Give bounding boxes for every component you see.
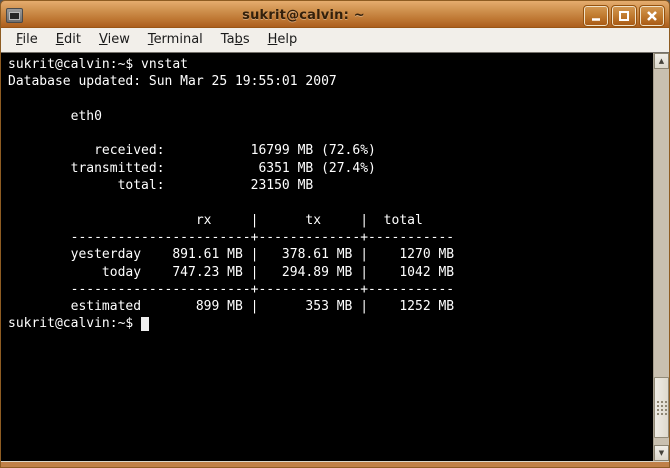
- terminal-app-icon: [6, 8, 23, 23]
- window-title: sukrit@calvin: ~: [242, 8, 365, 23]
- scrollbar-track[interactable]: [654, 69, 669, 445]
- window-controls: [583, 4, 665, 27]
- prompt-line: sukrit@calvin:~$: [8, 315, 653, 332]
- minimize-icon: [592, 17, 600, 21]
- terminal-output: sukrit@calvin:~$ vnstat Database updated…: [8, 57, 455, 315]
- terminal-app-icon-screen: [9, 11, 20, 20]
- scroll-down-button[interactable]: ▼: [654, 445, 669, 461]
- menu-help[interactable]: Help: [267, 32, 298, 47]
- arrow-down-icon: ▼: [658, 449, 665, 457]
- close-button[interactable]: [639, 4, 665, 27]
- maximize-button[interactable]: [611, 4, 637, 27]
- maximize-icon: [619, 10, 629, 21]
- scrollbar-thumb[interactable]: [654, 377, 669, 438]
- terminal-cursor: [141, 317, 150, 332]
- terminal-screen[interactable]: sukrit@calvin:~$ vnstat Database updated…: [1, 53, 653, 461]
- shell-prompt: sukrit@calvin:~$: [8, 316, 134, 332]
- menu-view[interactable]: View: [98, 32, 130, 47]
- vertical-scrollbar[interactable]: ▲ ▼: [653, 53, 669, 461]
- menu-tabs[interactable]: Tabs: [220, 32, 250, 47]
- menu-file[interactable]: File: [16, 32, 38, 47]
- window-content: sukrit@calvin:~$ vnstat Database updated…: [1, 53, 669, 462]
- scroll-up-button[interactable]: ▲: [654, 53, 669, 69]
- menu-edit[interactable]: Edit: [55, 32, 81, 47]
- close-icon: [647, 10, 657, 21]
- scrollbar-grip-icon: [656, 400, 659, 403]
- menubar: File Edit View Terminal Tabs Help: [1, 28, 669, 53]
- minimize-button[interactable]: [583, 4, 609, 27]
- titlebar[interactable]: sukrit@calvin: ~: [1, 1, 669, 28]
- menu-terminal[interactable]: Terminal: [147, 32, 203, 47]
- arrow-up-icon: ▲: [658, 57, 665, 65]
